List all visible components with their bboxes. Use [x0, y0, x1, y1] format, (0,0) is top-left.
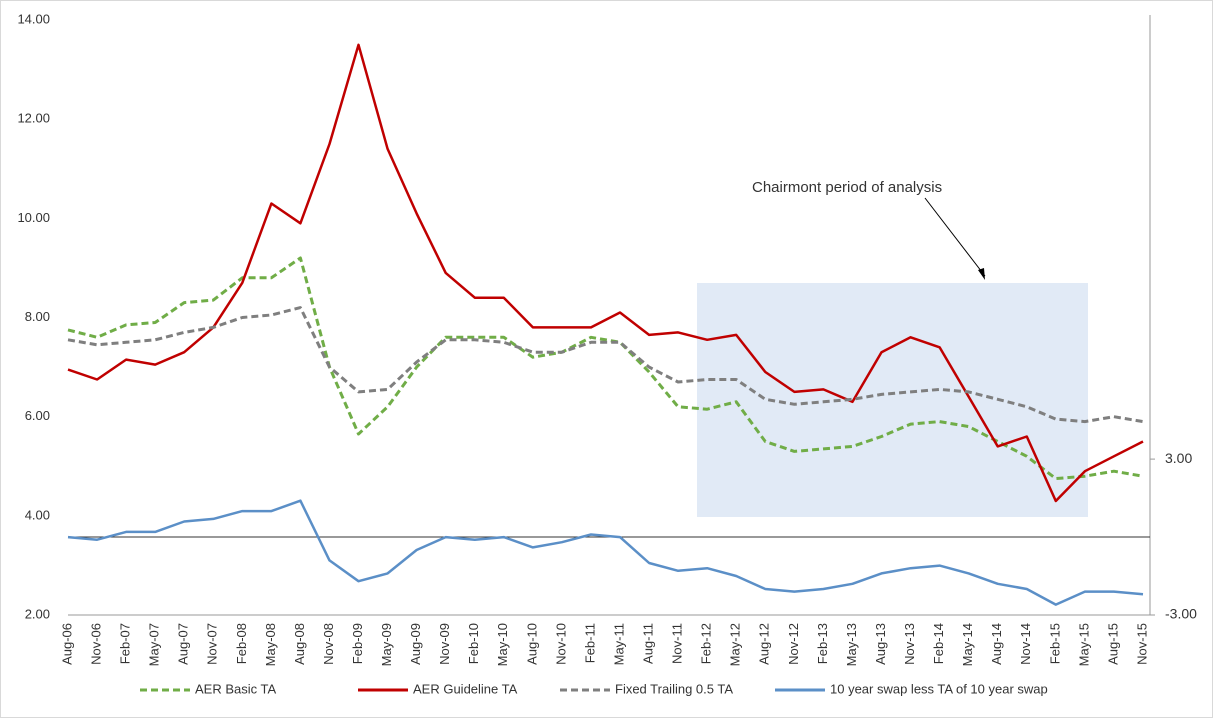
x-tick-label: May-14 [960, 623, 975, 666]
x-tick-label: May-10 [495, 623, 510, 666]
series-line [67, 499, 1144, 606]
x-tick-label: Aug-15 [1105, 623, 1120, 665]
x-tick-label: May-15 [1076, 623, 1091, 666]
y-tick-label: 10.00 [17, 210, 50, 225]
y2-tick-label: 3.00 [1165, 450, 1192, 466]
y-tick-label: 14.00 [17, 11, 50, 26]
arrow-head [978, 268, 985, 280]
x-tick-label: Aug-09 [408, 623, 423, 665]
x-tick-label: Feb-09 [350, 623, 365, 664]
y-tick-label: 12.00 [17, 111, 50, 126]
legend-label: Fixed Trailing 0.5 TA [615, 681, 733, 696]
x-tick-label: Feb-08 [234, 623, 249, 664]
x-tick-label: Nov-07 [205, 623, 220, 665]
x-tick-label: Nov-09 [437, 623, 452, 665]
legend-label: AER Basic TA [195, 681, 276, 696]
x-tick-label: Feb-12 [699, 623, 714, 664]
x-tick-label: Nov-14 [1018, 623, 1033, 665]
x-tick-label: May-09 [379, 623, 394, 666]
legend-label: AER Guideline TA [413, 681, 518, 696]
annotation: Chairmont period of analysis [752, 179, 942, 196]
x-tick-label: Aug-06 [59, 623, 74, 665]
x-tick-label: Aug-07 [176, 623, 191, 665]
series-line [67, 306, 1144, 424]
annotation-arrow [924, 197, 986, 277]
x-tick-label: Aug-10 [524, 623, 539, 665]
x-tick-label: May-12 [728, 623, 743, 666]
x-tick-label: Aug-12 [757, 623, 772, 665]
x-tick-label: May-11 [611, 623, 626, 665]
x-tick-label: Aug-11 [641, 623, 656, 664]
x-tick-label: Feb-13 [815, 623, 830, 664]
series-line [67, 43, 1144, 503]
x-tick-label: Nov-11 [670, 623, 685, 664]
x-tick-label: Feb-14 [931, 623, 946, 664]
x-tick-label: May-07 [147, 623, 162, 666]
y-tick-label: 2.00 [25, 606, 50, 621]
x-tick-label: Nov-06 [88, 623, 103, 665]
x-tick-label: Feb-07 [118, 623, 133, 664]
x-tick-label: Nov-13 [902, 623, 917, 665]
y-tick-label: 6.00 [25, 408, 50, 423]
x-tick-label: Nov-10 [553, 623, 568, 665]
analysis-period-box [697, 283, 1088, 517]
series-line [67, 256, 1144, 481]
y-tick-label: 8.00 [25, 309, 50, 324]
y2-tick-label: -3.00 [1165, 606, 1197, 622]
x-tick-label: Nov-08 [321, 623, 336, 665]
x-tick-label: Aug-13 [873, 623, 888, 665]
y-tick-label: 4.00 [25, 507, 50, 522]
x-tick-label: Nov-15 [1134, 623, 1149, 665]
x-tick-label: Aug-14 [989, 623, 1004, 665]
x-tick-label: May-13 [844, 623, 859, 666]
x-tick-label: Aug-08 [292, 623, 307, 665]
x-tick-label: Feb-15 [1047, 623, 1062, 664]
x-tick-label: Feb-10 [466, 623, 481, 664]
x-tick-label: May-08 [263, 623, 278, 666]
legend-label: 10 year swap less TA of 10 year swap [830, 681, 1048, 696]
x-tick-label: Nov-12 [786, 623, 801, 665]
x-tick-label: Feb-11 [582, 623, 597, 663]
